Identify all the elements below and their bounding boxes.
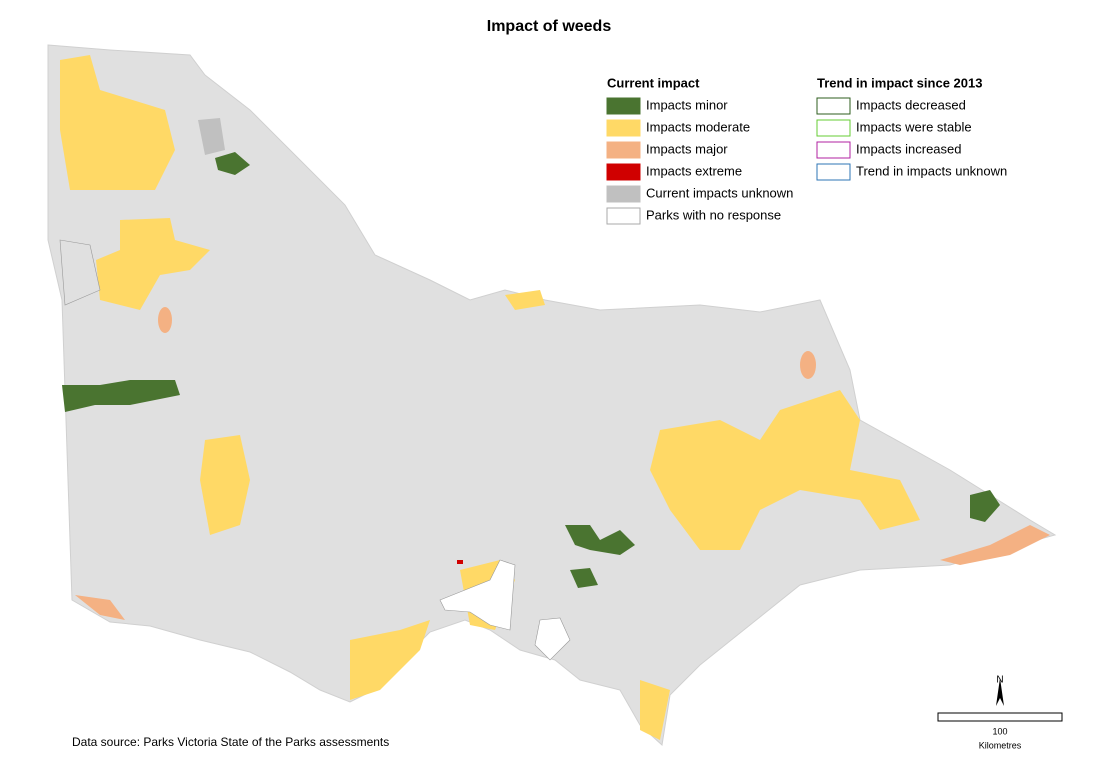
scale-bar: N 100 Kilometres (937, 675, 1063, 750)
legend-swatch (816, 97, 851, 115)
legend-swatch (606, 207, 641, 225)
map-title: Impact of weeds (487, 18, 612, 35)
data-source: Data source: Parks Victoria State of the… (72, 735, 389, 749)
legend-label: Impacts minor (646, 97, 728, 112)
legend: Current impact Impacts minor Impacts moder… (606, 75, 1007, 225)
north-label: N (996, 675, 1003, 686)
legend-label: Trend in impacts unknown (856, 163, 1007, 178)
legend-swatch (606, 119, 641, 137)
scale-distance: 100 (992, 726, 1007, 736)
legend-swatch (606, 141, 641, 159)
legend-label: Impacts decreased (856, 97, 966, 112)
legend-label: Parks with no response (646, 207, 781, 222)
legend-swatch (606, 97, 641, 115)
park-areas (59, 55, 1050, 740)
legend-label: Impacts major (646, 141, 728, 156)
legend-heading: Current impact (607, 75, 700, 90)
legend-label: Impacts extreme (646, 163, 742, 178)
legend-swatch (606, 163, 641, 181)
legend-heading: Trend in impact since 2013 (817, 75, 982, 90)
scale-unit: Kilometres (979, 740, 1022, 750)
legend-swatch (816, 163, 851, 181)
legend-label: Impacts were stable (856, 119, 972, 134)
legend-swatch (816, 119, 851, 137)
legend-swatch (606, 185, 641, 203)
state-outline (47, 44, 1057, 746)
legend-label: Impacts moderate (646, 119, 750, 134)
legend-swatch (816, 141, 851, 159)
legend-label: Impacts increased (856, 141, 962, 156)
legend-label: Current impacts unknown (646, 185, 793, 200)
